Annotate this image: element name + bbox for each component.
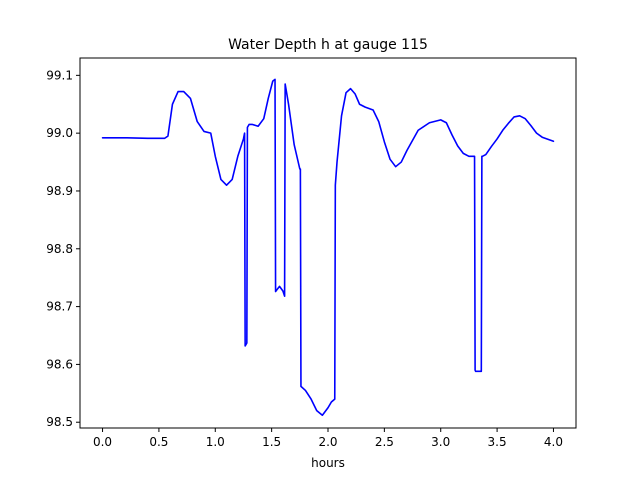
x-tick-label: 1.5 (262, 435, 281, 449)
y-tick-label: 99.1 (46, 68, 73, 82)
x-tick-label: 2.5 (375, 435, 394, 449)
y-tick-label: 98.9 (46, 184, 73, 198)
y-tick-label: 98.8 (46, 242, 73, 256)
series-layer (101, 78, 555, 417)
x-tick-label: 0.0 (93, 435, 112, 449)
x-tick-label: 4.0 (544, 435, 563, 449)
y-tick-label: 98.6 (46, 357, 73, 371)
series-line-0 (101, 78, 555, 417)
x-axis: 0.0 0.5 1.0 1.5 2.0 2.5 3.0 3.5 4.0 (93, 428, 563, 449)
x-tick-label: 3.0 (431, 435, 450, 449)
y-axis: 98.5 98.6 98.7 98.8 98.9 99.0 99.1 (46, 68, 80, 429)
x-tick-label: 2.0 (318, 435, 337, 449)
y-tick-label: 99.0 (46, 126, 73, 140)
x-tick-label: 3.5 (488, 435, 507, 449)
x-tick-label: 0.5 (149, 435, 168, 449)
chart-title: Water Depth h at gauge 115 (228, 37, 428, 53)
y-tick-label: 98.7 (46, 300, 73, 314)
y-tick-label: 98.5 (46, 415, 73, 429)
x-tick-label: 1.0 (206, 435, 225, 449)
x-axis-label: hours (311, 456, 345, 470)
